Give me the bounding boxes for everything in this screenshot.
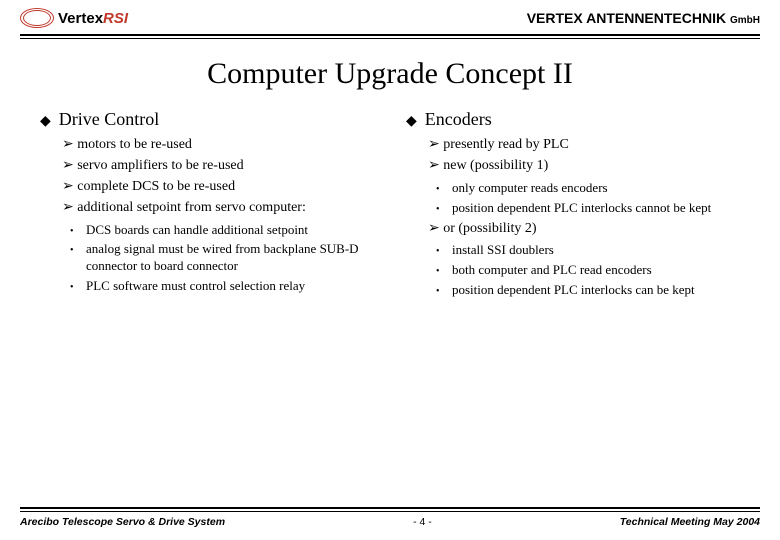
list-item: position dependent PLC interlocks cannot… <box>436 200 752 217</box>
logo-text-black: Vertex <box>58 10 103 27</box>
left-heading-text: Drive Control <box>59 109 160 130</box>
footer: Arecibo Telescope Servo & Drive System -… <box>20 507 760 528</box>
list-item: install SSI doublers <box>436 242 752 259</box>
content: ◆ Drive Control motors to be re-used ser… <box>0 109 780 302</box>
list-item: additional setpoint from servo computer: <box>62 199 386 218</box>
right-list-1: presently read by PLC new (possibility 1… <box>406 136 752 176</box>
right-sublist-2: install SSI doublers both computer and P… <box>406 242 752 299</box>
list-item: DCS boards can handle additional setpoin… <box>70 222 386 239</box>
sub-text: only computer reads encoders <box>452 180 608 197</box>
right-list-2: or (possibility 2) <box>406 220 752 239</box>
list-item: analog signal must be wired from backpla… <box>70 241 386 275</box>
sub-text: install SSI doublers <box>452 242 554 259</box>
logo-text-red: RSI <box>103 10 128 27</box>
page-title: Computer Upgrade Concept II <box>0 57 780 91</box>
company-suffix: GmbH <box>730 15 760 26</box>
left-heading: ◆ Drive Control <box>40 109 386 130</box>
sub-text: both computer and PLC read encoders <box>452 262 652 279</box>
list-item: new (possibility 1) <box>428 157 752 176</box>
list-item: position dependent PLC interlocks can be… <box>436 282 752 299</box>
footer-row: Arecibo Telescope Servo & Drive System -… <box>20 516 760 528</box>
sub-text: DCS boards can handle additional setpoin… <box>86 222 308 239</box>
footer-left: Arecibo Telescope Servo & Drive System <box>20 516 225 528</box>
right-sublist-1: only computer reads encoders position de… <box>406 180 752 217</box>
header: VertexRSI VERTEX ANTENNENTECHNIK GmbH <box>0 0 780 28</box>
list-item: servo amplifiers to be re-used <box>62 157 386 176</box>
right-heading-text: Encoders <box>425 109 492 130</box>
list-item: complete DCS to be re-used <box>62 178 386 197</box>
diamond-bullet-icon: ◆ <box>406 113 417 130</box>
header-rule <box>20 34 760 39</box>
company-name: VERTEX ANTENNENTECHNIK <box>527 10 726 26</box>
footer-page-number: - 4 - <box>413 516 432 528</box>
footer-right: Technical Meeting May 2004 <box>620 516 760 528</box>
left-list: motors to be re-used servo amplifiers to… <box>40 136 386 218</box>
footer-rule <box>20 507 760 512</box>
left-sublist: DCS boards can handle additional setpoin… <box>40 222 386 296</box>
sub-text: position dependent PLC interlocks cannot… <box>452 200 711 217</box>
sub-text: analog signal must be wired from backpla… <box>86 241 386 275</box>
list-item: or (possibility 2) <box>428 220 752 239</box>
logo-mark-icon <box>20 8 54 28</box>
left-column: ◆ Drive Control motors to be re-used ser… <box>40 109 386 302</box>
logo-text: VertexRSI <box>58 10 128 27</box>
sub-text: PLC software must control selection rela… <box>86 278 305 295</box>
sub-text: position dependent PLC interlocks can be… <box>452 282 695 299</box>
header-company: VERTEX ANTENNENTECHNIK GmbH <box>527 10 760 26</box>
list-item: motors to be re-used <box>62 136 386 155</box>
right-column: ◆ Encoders presently read by PLC new (po… <box>406 109 752 302</box>
diamond-bullet-icon: ◆ <box>40 113 51 130</box>
list-item: presently read by PLC <box>428 136 752 155</box>
list-item: only computer reads encoders <box>436 180 752 197</box>
list-item: PLC software must control selection rela… <box>70 278 386 295</box>
right-heading: ◆ Encoders <box>406 109 752 130</box>
list-item: both computer and PLC read encoders <box>436 262 752 279</box>
logo: VertexRSI <box>20 8 128 28</box>
